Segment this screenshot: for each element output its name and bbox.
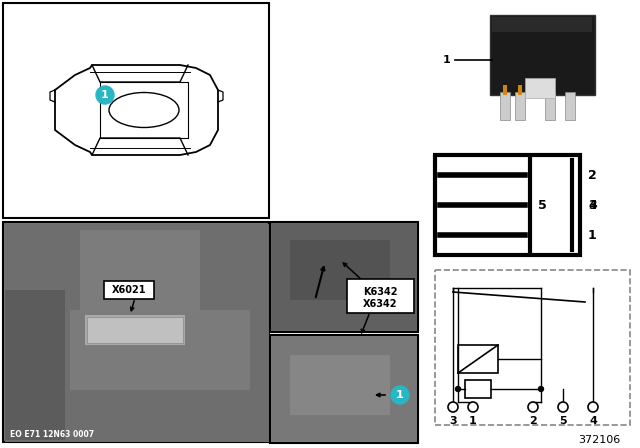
- Text: X6021: X6021: [112, 285, 147, 295]
- Text: 5: 5: [559, 416, 567, 426]
- Bar: [5, 290, 65, 440]
- Bar: [85, 315, 185, 345]
- Text: 3: 3: [588, 198, 596, 211]
- Text: 4: 4: [589, 416, 597, 426]
- Bar: [3, 222, 269, 442]
- Bar: [80, 230, 200, 310]
- Circle shape: [448, 402, 458, 412]
- Text: K6342: K6342: [363, 287, 397, 297]
- Bar: [5, 224, 269, 442]
- Bar: [272, 337, 416, 441]
- Text: 2: 2: [588, 168, 596, 181]
- Text: 1: 1: [396, 390, 404, 400]
- Bar: [525, 78, 555, 98]
- Text: X6342: X6342: [363, 299, 397, 309]
- Bar: [87, 317, 183, 343]
- Text: 1: 1: [442, 55, 450, 65]
- Bar: [490, 15, 595, 95]
- Bar: [492, 17, 592, 32]
- Circle shape: [456, 387, 461, 392]
- Bar: [435, 155, 580, 255]
- Bar: [290, 240, 390, 300]
- Text: 1: 1: [101, 90, 109, 100]
- Bar: [70, 310, 250, 390]
- Bar: [565, 92, 575, 120]
- Circle shape: [528, 402, 538, 412]
- Circle shape: [96, 86, 114, 104]
- Text: 1: 1: [469, 416, 477, 426]
- Text: 3: 3: [449, 416, 457, 426]
- Bar: [515, 92, 525, 120]
- Bar: [518, 85, 522, 95]
- Text: 4: 4: [588, 198, 596, 211]
- Circle shape: [558, 402, 568, 412]
- Text: 372106: 372106: [578, 435, 620, 445]
- Bar: [3, 3, 269, 218]
- Text: EO E71 12N63 0007: EO E71 12N63 0007: [10, 430, 94, 439]
- Bar: [270, 222, 418, 332]
- Bar: [272, 224, 416, 330]
- Circle shape: [538, 387, 543, 392]
- Bar: [270, 335, 418, 443]
- Text: 5: 5: [538, 198, 547, 211]
- Bar: [435, 270, 630, 425]
- Circle shape: [391, 386, 409, 404]
- Bar: [458, 345, 498, 373]
- Bar: [465, 380, 491, 398]
- FancyBboxPatch shape: [104, 281, 154, 299]
- Bar: [290, 355, 390, 415]
- FancyBboxPatch shape: [347, 279, 414, 313]
- Bar: [432, 3, 632, 148]
- Circle shape: [468, 402, 478, 412]
- Text: 2: 2: [529, 416, 537, 426]
- Circle shape: [588, 402, 598, 412]
- Bar: [500, 92, 510, 120]
- Bar: [545, 92, 555, 120]
- Bar: [503, 85, 507, 95]
- Text: 1: 1: [588, 228, 596, 241]
